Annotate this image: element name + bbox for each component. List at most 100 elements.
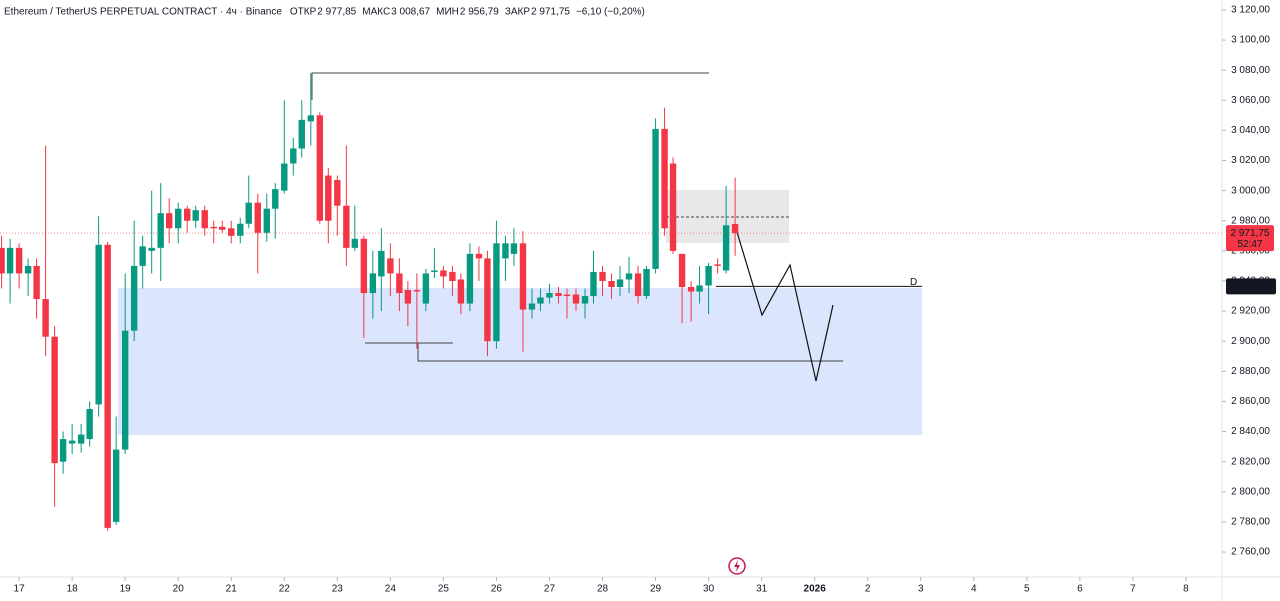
candle-body xyxy=(139,246,146,266)
candle-body xyxy=(184,208,191,221)
x-tick-label: 18 xyxy=(67,584,79,595)
candle-body xyxy=(387,258,394,274)
candle-body xyxy=(599,271,606,281)
y-tick-label: 2 860,00 xyxy=(1231,396,1270,407)
candle-body xyxy=(422,273,430,304)
candle-body xyxy=(616,279,624,287)
candle-body xyxy=(104,244,111,528)
candles xyxy=(0,73,1222,531)
x-tick-label: 23 xyxy=(332,584,344,595)
candle-body xyxy=(652,128,659,269)
candle-body xyxy=(502,243,509,259)
y-tick-label: 2 840,00 xyxy=(1231,426,1270,437)
change: −6,10 (−0,20%) xyxy=(576,7,645,18)
candle-body xyxy=(307,115,315,122)
candle-body xyxy=(245,202,252,224)
ohlc-value: 2 956,79 xyxy=(460,7,499,18)
event-icon-bolt xyxy=(734,560,740,572)
candle-body xyxy=(440,270,447,277)
candle-body xyxy=(369,273,377,294)
x-tick-label: 30 xyxy=(703,584,715,595)
candle-body xyxy=(572,294,580,304)
candle-body xyxy=(95,244,102,405)
candle-body xyxy=(112,449,120,522)
projection-path xyxy=(736,231,834,382)
ohlc-value: 2 971,75 xyxy=(531,7,570,18)
candle-body xyxy=(121,330,129,450)
candle-body xyxy=(24,265,32,274)
candle-body xyxy=(722,225,730,271)
candle-body xyxy=(581,296,589,304)
marked-price-tag: D xyxy=(910,277,917,288)
candle-body xyxy=(705,265,712,286)
candle-body xyxy=(165,213,173,229)
candle-body xyxy=(325,175,332,221)
ohlc-value: 3 008,67 xyxy=(391,7,430,18)
candle-body xyxy=(510,243,518,254)
candle-body xyxy=(290,148,297,164)
candle-body xyxy=(378,250,385,277)
candle-body xyxy=(316,115,324,221)
candle-body xyxy=(263,208,270,233)
x-tick-label: 21 xyxy=(226,584,238,595)
x-tick-label: 27 xyxy=(544,584,556,595)
candle-body xyxy=(228,228,235,236)
countdown-label: 52:47 xyxy=(1237,239,1262,250)
candle-body xyxy=(625,273,633,280)
ohlc-label: ЗАКР xyxy=(505,7,531,18)
ohlc-label: МАКС xyxy=(362,7,390,18)
candle-body xyxy=(298,119,305,149)
x-tick-label: 20 xyxy=(173,584,185,595)
candle-body xyxy=(669,163,677,251)
candle-body xyxy=(484,258,491,342)
y-tick-label: 2 760,00 xyxy=(1231,547,1270,558)
y-tick-label: 3 080,00 xyxy=(1231,65,1270,76)
candle-body xyxy=(563,294,571,297)
candle-body xyxy=(360,238,368,294)
x-tick-label: 24 xyxy=(385,584,397,595)
candle-body xyxy=(687,286,695,292)
x-tick-label: 28 xyxy=(597,584,609,595)
y-tick-label: 3 000,00 xyxy=(1231,185,1270,196)
x-tick-label: 19 xyxy=(120,584,132,595)
last-price-badge xyxy=(1226,225,1274,252)
candle-body xyxy=(148,247,155,251)
candle-body xyxy=(466,253,474,304)
candle-body xyxy=(696,285,703,292)
drawings xyxy=(118,72,922,575)
candle-body xyxy=(51,336,58,464)
x-tick-label: 31 xyxy=(756,584,768,595)
candle-body xyxy=(157,213,164,248)
candle-body xyxy=(15,247,23,274)
low-line xyxy=(417,343,843,362)
candle-body xyxy=(528,303,536,310)
candle-body xyxy=(219,226,226,230)
candle-body xyxy=(33,265,40,300)
candle-body xyxy=(254,202,261,233)
candle-body xyxy=(68,440,76,444)
candle-body xyxy=(334,180,341,206)
x-tick-label: 4 xyxy=(971,584,977,595)
y-tick-label: 2 800,00 xyxy=(1231,486,1270,497)
x-tick-label: 26 xyxy=(491,584,503,595)
ohlc-value: 2 977,85 xyxy=(317,7,356,18)
candle-body xyxy=(449,271,456,281)
y-tick-label: 3 100,00 xyxy=(1231,35,1270,46)
x-tick-label: 17 xyxy=(14,584,26,595)
candle-body xyxy=(192,210,199,221)
candle-body xyxy=(634,273,642,297)
x-tick-label: 5 xyxy=(1024,584,1030,595)
candle-body xyxy=(59,439,67,462)
candle-body xyxy=(608,280,615,287)
ohlc-label: МИН xyxy=(436,7,459,18)
x-tick-label: 6 xyxy=(1077,584,1083,595)
candle-body xyxy=(396,273,403,294)
x-tick-label: 25 xyxy=(438,584,450,595)
x-tick-label: 29 xyxy=(650,584,662,595)
x-tick-label: 2 xyxy=(865,584,871,595)
x-tick-label: 8 xyxy=(1183,584,1189,595)
candle-body xyxy=(661,128,668,229)
y-tick-label: 2 780,00 xyxy=(1231,517,1270,528)
candle-body xyxy=(281,163,288,191)
